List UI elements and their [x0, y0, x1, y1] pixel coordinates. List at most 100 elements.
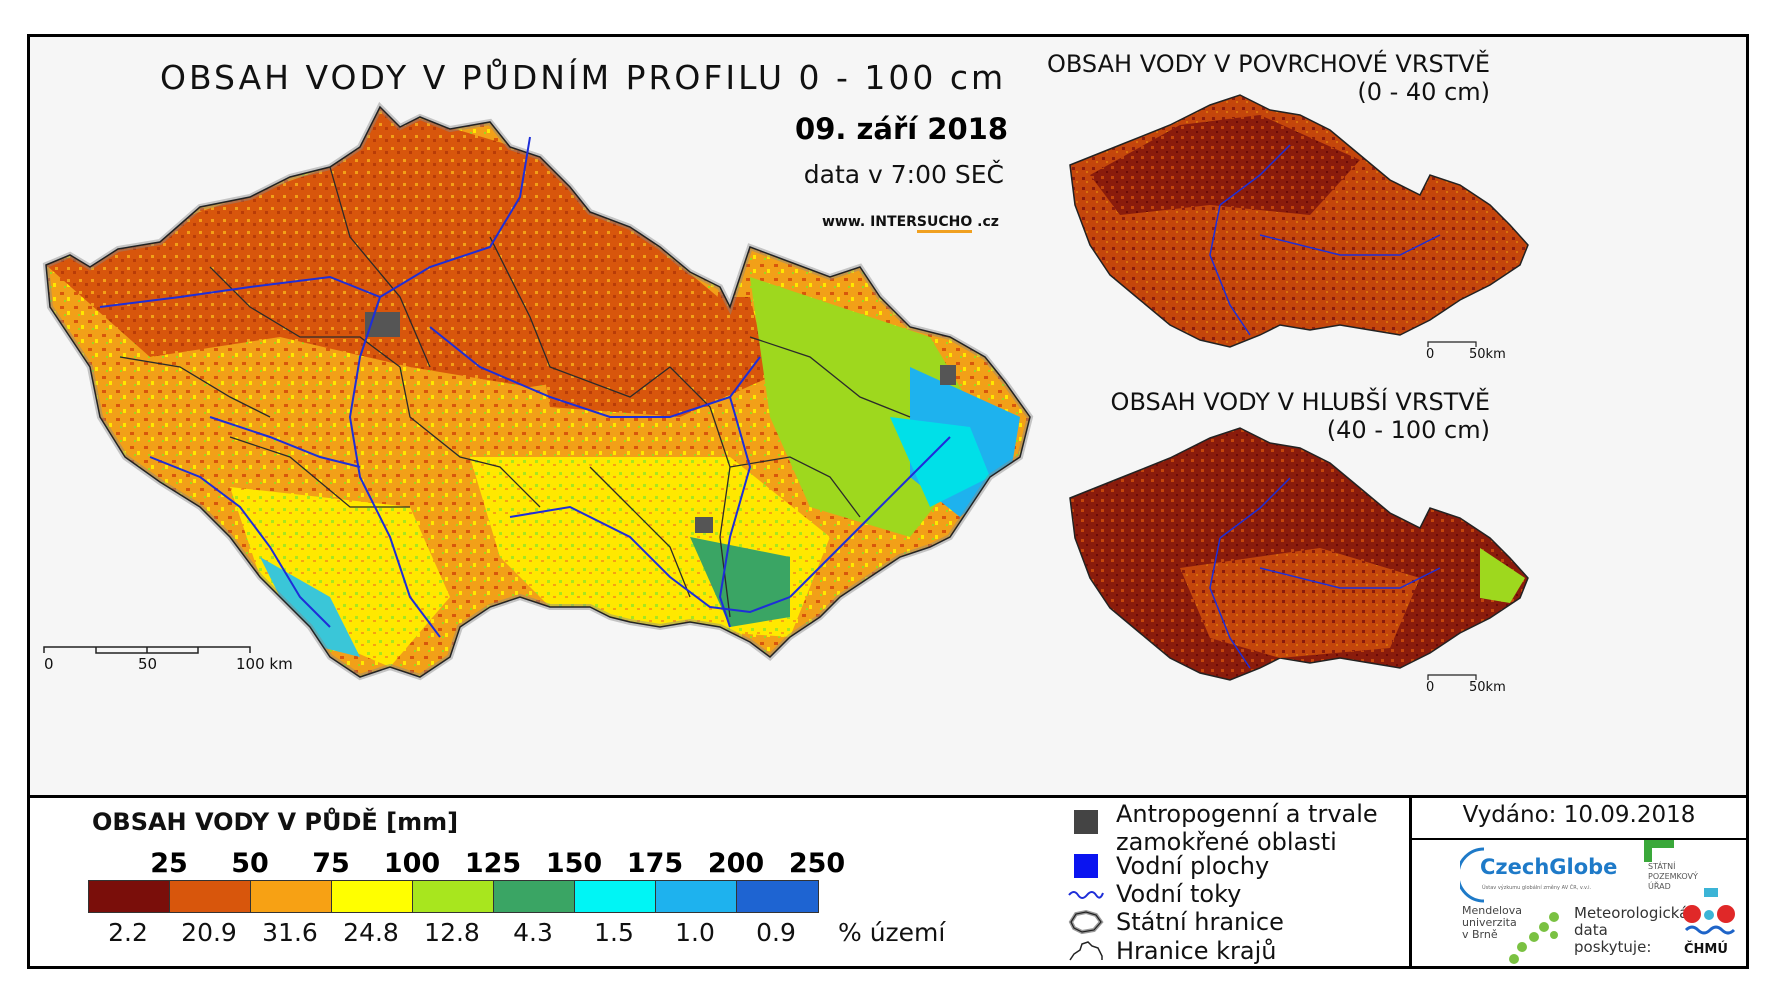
threshold-label: 25	[150, 848, 188, 879]
water-bodies-label: Vodní plochy	[1116, 852, 1270, 880]
inset-bottom-title-line1: OBSAH VODY V HLUBŠÍ VRSTVĚ	[1110, 388, 1490, 416]
legend-color-bin	[413, 881, 494, 912]
inset-top-title-line1: OBSAH VODY V POVRCHOVÉ VRSTVĚ	[1047, 50, 1490, 78]
mendel-line1: Mendelova	[1462, 904, 1523, 917]
legend-anthropogenic: Antropogenní a trvale zamokřené oblasti	[1068, 800, 1378, 856]
meteo-text: Meteorologická data poskytuje:	[1574, 905, 1688, 956]
scale-label-100: 100 km	[236, 655, 293, 673]
inset-bottom-map	[1069, 427, 1529, 681]
chmu-name: ČHMÚ	[1684, 942, 1728, 957]
website-prefix: www. INTER	[822, 214, 917, 230]
czechglobe-arc-icon	[1460, 847, 1485, 903]
threshold-label: 100	[383, 848, 441, 879]
data-time: data v 7:00 SEČ	[803, 160, 1004, 189]
mendel-text: Mendelova univerzita v Brně	[1462, 905, 1522, 941]
legend-color-bin	[494, 881, 575, 912]
mendel-dots-icon	[1509, 912, 1559, 964]
czechglobe-name: CzechGlobe	[1480, 855, 1618, 879]
percent-value: 20.9	[181, 918, 237, 947]
region-borders	[119, 166, 911, 618]
percent-value: 31.6	[262, 918, 318, 947]
map-area	[30, 37, 1746, 795]
percent-unit: % území	[838, 918, 946, 947]
water-body-swatch-icon	[1068, 852, 1104, 880]
state-border-label: Státní hranice	[1116, 908, 1284, 936]
website-suffix: .cz	[972, 214, 999, 230]
website-label[interactable]: www. INTERSUCHO .cz	[822, 214, 999, 233]
percent-value: 0.9	[756, 918, 796, 947]
main-map-svg	[42, 101, 1034, 681]
threshold-label: 125	[464, 848, 522, 879]
legend-color-bin	[737, 881, 818, 912]
legend-color-bin	[170, 881, 251, 912]
meteo-line2: data	[1574, 921, 1608, 939]
chmu-symbol-icon	[1683, 888, 1736, 935]
issue-date: Vydáno: 10.09.2018	[1462, 802, 1696, 828]
mendel-line3: v Brně	[1462, 928, 1498, 941]
inset-top-map	[1069, 94, 1529, 348]
anthropogenic-line1: Antropogenní a trvale	[1116, 800, 1378, 828]
legend-color-scale	[88, 880, 819, 913]
legend-title: OBSAH VODY V PŮDĚ [mm]	[92, 808, 459, 836]
spu-logo[interactable]: STÁTNÍ POZEMKOVÝ ÚŘAD	[1644, 840, 1724, 895]
inset-top-scale-0: 0	[1426, 347, 1435, 362]
anthropogenic-swatch-icon	[1068, 808, 1104, 836]
scale-label-50: 50	[138, 655, 158, 673]
mendel-logo[interactable]: Mendelova univerzita v Brně	[1462, 905, 1572, 965]
anthropogenic-label: Antropogenní a trvale zamokřené oblasti	[1116, 800, 1378, 856]
issue-box: Vydáno: 10.09.2018	[1412, 798, 1746, 840]
spu-line3: ÚŘAD	[1648, 882, 1671, 891]
threshold-label: 250	[788, 848, 846, 879]
legend-color-bin	[575, 881, 656, 912]
legend-water-courses: Vodní toky	[1068, 880, 1241, 908]
percent-value: 4.3	[513, 918, 553, 947]
threshold-label: 75	[312, 848, 350, 879]
percent-value: 2.2	[108, 918, 148, 947]
inset-top-scale-50: 50km	[1469, 347, 1506, 362]
page-title: OBSAH VODY V PŮDNÍM PROFILU 0 - 100 cm	[160, 58, 1007, 97]
state-border-icon	[1068, 908, 1104, 936]
legend-divider	[1409, 798, 1412, 966]
inset-top-title: OBSAH VODY V POVRCHOVÉ VRSTVĚ (0 - 40 cm…	[1047, 50, 1490, 106]
percent-value: 1.0	[675, 918, 715, 947]
percent-value: 12.8	[424, 918, 480, 947]
czechglobe-logo[interactable]: CzechGlobe Ústav výzkumu globální změny …	[1460, 845, 1617, 905]
state-border	[45, 105, 1031, 678]
inset-bottom-title: OBSAH VODY V HLUBŠÍ VRSTVĚ (40 - 100 cm)	[1111, 388, 1490, 444]
threshold-label: 50	[231, 848, 269, 879]
water-courses-label: Vodní toky	[1116, 880, 1242, 908]
spu-line2: POZEMKOVÝ	[1648, 872, 1698, 881]
inset-top-title-line2: (0 - 40 cm)	[1357, 78, 1490, 106]
inset-bottom-scale-0: 0	[1426, 680, 1435, 695]
region-border-icon	[1068, 937, 1104, 965]
legend-color-bin	[89, 881, 170, 912]
legend-percentages: 2.2 20.9 31.6 24.8 12.8 4.3 1.5 1.0 0.9	[88, 918, 988, 952]
scale-label-0: 0	[44, 655, 54, 673]
anthropogenic-line2: zamokřené oblasti	[1116, 828, 1337, 856]
inset-bottom-scale-50: 50km	[1469, 680, 1506, 695]
meteo-provider: Meteorologická data poskytuje:	[1574, 905, 1688, 965]
meteo-line1: Meteorologická	[1574, 904, 1689, 922]
legend-color-bin	[656, 881, 737, 912]
inset-bottom-title-line2: (40 - 100 cm)	[1326, 416, 1490, 444]
river-line-icon	[1068, 880, 1104, 908]
threshold-label: 175	[626, 848, 684, 879]
rivers	[99, 136, 951, 638]
main-scale-bar	[43, 646, 251, 654]
spu-text: STÁTNÍ POZEMKOVÝ ÚŘAD	[1648, 862, 1698, 892]
legend-color-bin	[332, 881, 413, 912]
website-highlight: SUCHO	[916, 214, 973, 233]
meteo-line3: poskytuje:	[1574, 938, 1652, 956]
spu-flag-icon	[1644, 840, 1674, 862]
mendel-line2: univerzita	[1462, 916, 1517, 929]
legend-region-border: Hranice krajů	[1068, 937, 1276, 965]
threshold-label: 150	[545, 848, 603, 879]
chmu-logo[interactable]: ČHMÚ	[1680, 888, 1740, 963]
czechglobe-subtitle: Ústav výzkumu globální změny AV ČR, v.v.…	[1482, 885, 1592, 891]
threshold-label: 200	[707, 848, 765, 879]
percent-value: 24.8	[343, 918, 399, 947]
map-date: 09. září 2018	[795, 112, 1008, 146]
spu-line1: STÁTNÍ	[1648, 862, 1676, 871]
legend-state-border: Státní hranice	[1068, 908, 1284, 936]
legend-water-bodies: Vodní plochy	[1068, 852, 1269, 880]
